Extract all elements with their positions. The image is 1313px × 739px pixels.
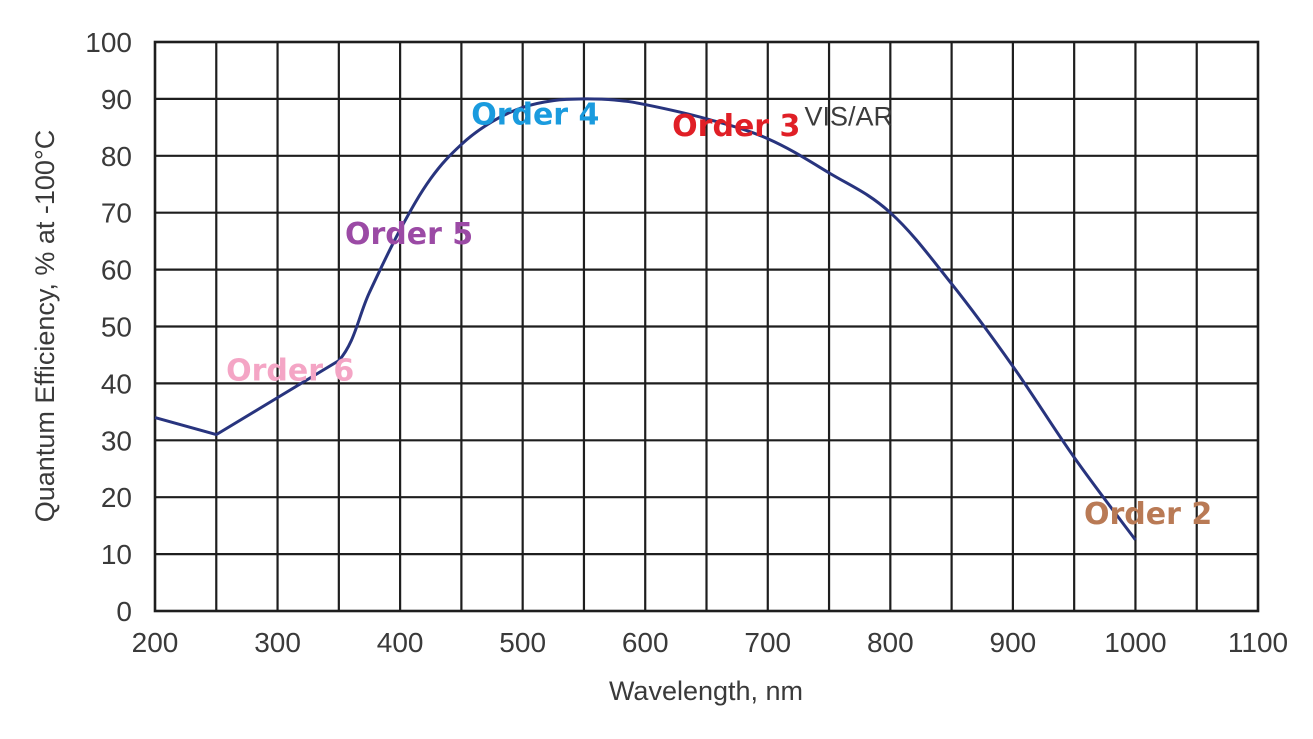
- x-tick-labels: 200 300 400 500 600 700 800 900 1000 1100: [132, 627, 1288, 658]
- x-tick-label: 900: [990, 627, 1037, 658]
- x-tick-label: 600: [622, 627, 669, 658]
- y-tick-label: 10: [101, 539, 132, 570]
- x-tick-label: 1100: [1228, 627, 1288, 658]
- y-tick-label: 100: [85, 27, 132, 58]
- y-tick-label: 20: [101, 482, 132, 513]
- x-tick-label: 300: [254, 627, 301, 658]
- x-tick-label: 400: [377, 627, 424, 658]
- y-tick-label: 80: [101, 141, 132, 172]
- series-line: [154, 97, 1137, 541]
- y-tick-label: 0: [116, 596, 132, 627]
- y-tick-label: 30: [101, 425, 132, 456]
- annotation-vis-ar: VIS/AR: [805, 102, 894, 132]
- x-tick-label: 800: [867, 627, 914, 658]
- series-layer: [154, 97, 1137, 541]
- y-tick-label: 40: [101, 368, 132, 399]
- x-tick-label: 700: [744, 627, 791, 658]
- x-tick-label: 200: [132, 627, 179, 658]
- annotation-order-6: Order 6: [226, 354, 354, 389]
- annotations: Order 6 Order 5 Order 4 Order 3 VIS/AR Order …: [226, 98, 1212, 532]
- y-tick-label: 50: [101, 312, 132, 343]
- annotation-order-4: Order 4: [471, 98, 599, 133]
- x-axis-title: Wavelength, nm: [609, 676, 803, 706]
- y-axis-title: Quantum Efficiency, % at -100°C: [30, 130, 60, 522]
- x-tick-label: 1000: [1104, 627, 1166, 658]
- y-tick-labels: 0 10 20 30 40 50 60 70 80 90 100: [85, 27, 132, 627]
- x-tick-label: 500: [499, 627, 546, 658]
- annotation-order-5: Order 5: [345, 217, 473, 252]
- y-tick-label: 70: [101, 198, 132, 229]
- plot-frame: [153, 40, 1260, 613]
- annotation-order-2: Order 2: [1084, 497, 1212, 532]
- grid: [155, 42, 1258, 611]
- y-tick-label: 60: [101, 255, 132, 286]
- y-tick-label: 90: [101, 84, 132, 115]
- annotation-order-3: Order 3: [672, 109, 800, 144]
- plot-border: [153, 40, 1260, 613]
